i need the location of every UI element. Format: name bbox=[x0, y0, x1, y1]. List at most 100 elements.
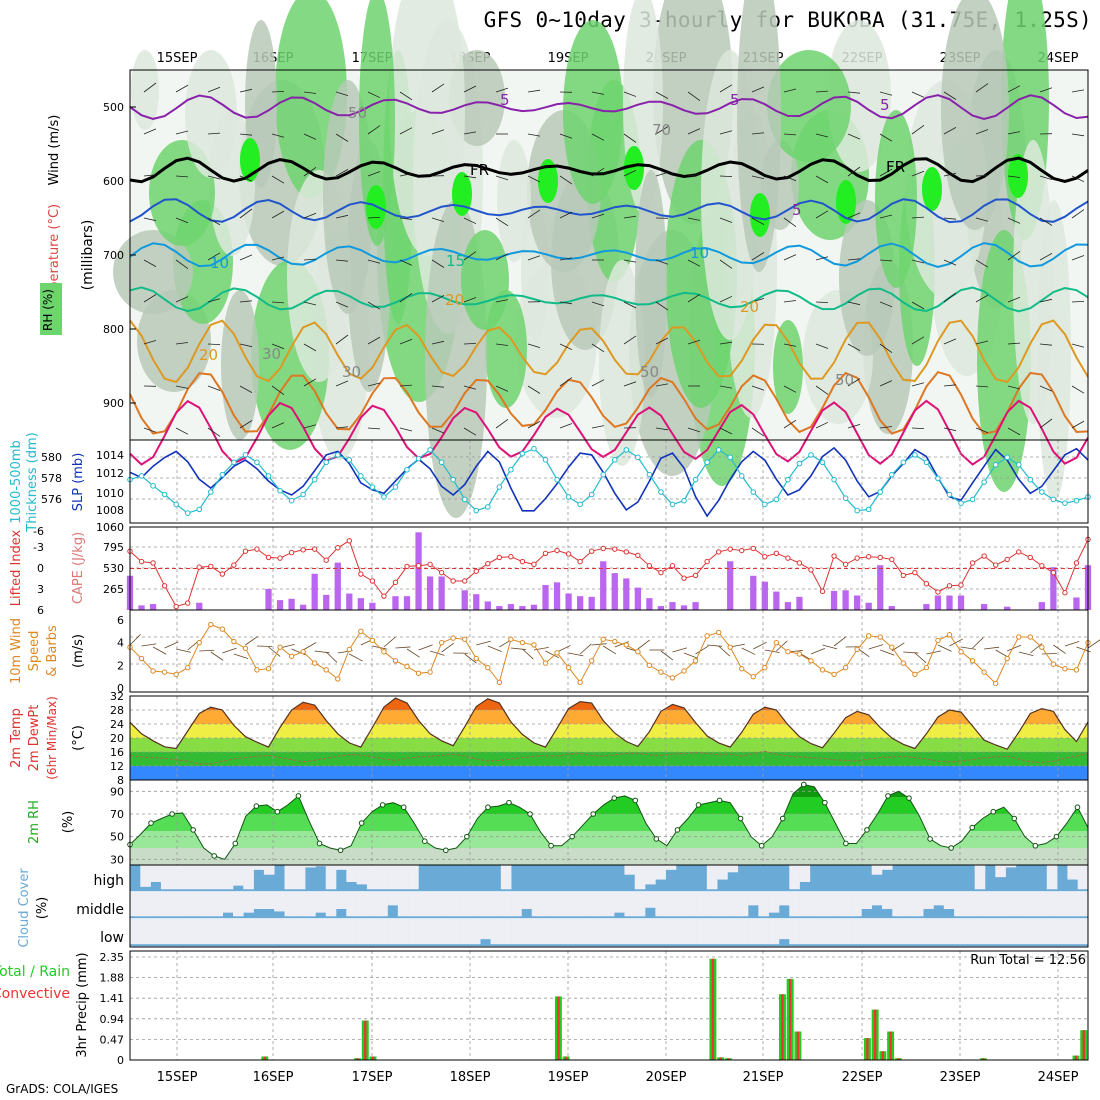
cloud-gap bbox=[191, 892, 203, 917]
thickness-point bbox=[935, 475, 941, 482]
wind-barb bbox=[367, 217, 381, 219]
wind10-point bbox=[715, 629, 722, 636]
wind-barb bbox=[143, 294, 157, 303]
wind-barb bbox=[783, 419, 797, 429]
wind10-barb bbox=[972, 637, 984, 649]
wind10-barb bbox=[660, 650, 674, 661]
cloud-gap bbox=[603, 919, 615, 945]
cloud-gap bbox=[469, 892, 481, 917]
lifted-index-point bbox=[796, 560, 803, 566]
wind10-barb bbox=[949, 638, 963, 647]
cloud-gap bbox=[717, 919, 728, 945]
lifted-index-point bbox=[842, 561, 849, 568]
wind10-point bbox=[658, 669, 664, 675]
wind10-frame bbox=[129, 609, 1089, 693]
wind10-point bbox=[750, 673, 756, 680]
cape-bar bbox=[553, 582, 561, 610]
cape-bar bbox=[1004, 606, 1011, 610]
thickness-point bbox=[485, 504, 491, 510]
wind-barb bbox=[847, 91, 861, 94]
wind-barb bbox=[591, 301, 605, 307]
wind-barb bbox=[687, 427, 701, 433]
cloud-gap bbox=[243, 919, 254, 945]
wind-barb bbox=[399, 338, 413, 345]
thickness-point bbox=[508, 466, 514, 473]
contour-label: 10 bbox=[690, 244, 709, 262]
wind10-point bbox=[669, 675, 676, 681]
wind10-point bbox=[173, 671, 179, 678]
cloud-gap bbox=[1026, 892, 1037, 917]
rh-blob-bright bbox=[922, 167, 942, 211]
cloud-gap bbox=[469, 919, 481, 945]
thickness-point bbox=[265, 473, 272, 479]
rh-point bbox=[906, 795, 912, 801]
thickness-point bbox=[554, 476, 560, 483]
wind-barb bbox=[271, 133, 285, 138]
cloud-gap bbox=[1077, 865, 1089, 890]
wind-barb bbox=[431, 340, 445, 345]
thickness-point bbox=[854, 507, 860, 514]
wind-barb bbox=[1007, 385, 1021, 390]
thickness-point bbox=[473, 507, 480, 514]
wind10-point bbox=[288, 653, 295, 659]
cloud-gap bbox=[356, 865, 368, 885]
cloud-gap bbox=[830, 892, 842, 917]
wind10-barb bbox=[914, 652, 927, 664]
cloud-gap bbox=[449, 919, 460, 945]
cloud-tick: high bbox=[93, 873, 124, 889]
cloud-gap bbox=[871, 919, 883, 945]
wind-barb bbox=[175, 296, 189, 303]
cloud-gap bbox=[954, 919, 965, 945]
thickness-point bbox=[381, 494, 387, 500]
wind10-point bbox=[323, 667, 329, 673]
thickness-point bbox=[831, 476, 837, 483]
cape-bar bbox=[149, 604, 157, 610]
li-axis-label: Lifted Index bbox=[9, 529, 24, 606]
thickness-point bbox=[577, 501, 583, 508]
cloud-gap bbox=[1077, 919, 1089, 945]
cloud-gap bbox=[181, 919, 193, 945]
wind-barb bbox=[175, 385, 189, 389]
wind10-point bbox=[692, 658, 699, 664]
wind10-point bbox=[785, 649, 791, 655]
wind10-point bbox=[992, 680, 999, 687]
rh-point bbox=[190, 827, 196, 833]
cloud-gap bbox=[202, 865, 213, 890]
cloud-gap bbox=[768, 892, 780, 913]
wind-barb bbox=[687, 293, 701, 303]
cloud-gap bbox=[253, 865, 265, 870]
rh-band bbox=[130, 814, 1088, 831]
lifted-index-point bbox=[358, 571, 364, 577]
cape-bar bbox=[473, 594, 480, 610]
precip-conv-bar bbox=[781, 994, 784, 1060]
wind-barb bbox=[815, 90, 829, 93]
thickness-point bbox=[727, 454, 733, 461]
cloud-gap bbox=[222, 892, 234, 913]
rh-point bbox=[169, 811, 175, 817]
cloud-gap bbox=[222, 865, 234, 890]
cloud-gap bbox=[665, 892, 677, 917]
lifted-index-point bbox=[646, 563, 653, 569]
cloud-gap bbox=[222, 919, 234, 945]
pressure-tick: 900 bbox=[103, 397, 124, 410]
thickness-tick: 580 bbox=[41, 451, 62, 464]
rh-point bbox=[590, 811, 597, 817]
cloud-gap bbox=[1046, 865, 1058, 890]
cloud-gap bbox=[418, 892, 430, 917]
wind-barb bbox=[143, 128, 157, 135]
thickness-point bbox=[738, 473, 745, 479]
lifted-index-point bbox=[669, 563, 676, 569]
wind-barb bbox=[847, 166, 861, 177]
wind-barb bbox=[1071, 343, 1085, 348]
wind10-point bbox=[265, 666, 272, 672]
wind-barb bbox=[783, 175, 797, 182]
precip-conv-bar bbox=[1074, 1055, 1078, 1060]
cloud-gap bbox=[243, 865, 254, 890]
lifted-index-point bbox=[311, 546, 318, 552]
wind-barb bbox=[1039, 217, 1053, 226]
wind-barb bbox=[719, 295, 733, 303]
contour-label: 5 bbox=[730, 91, 740, 109]
rh-blob bbox=[941, 0, 1009, 230]
wind10-barb bbox=[937, 644, 952, 652]
precip-conv-bar bbox=[1082, 1030, 1085, 1060]
